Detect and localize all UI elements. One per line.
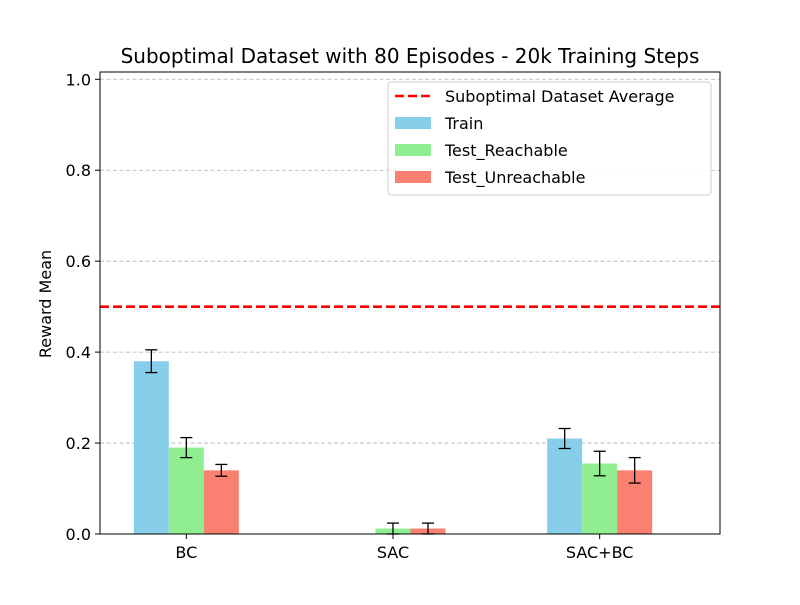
y-tick-label: 1.0 (66, 70, 91, 89)
chart-title: Suboptimal Dataset with 80 Episodes - 20… (121, 44, 700, 68)
x-tick-label: SAC (377, 543, 409, 562)
legend-swatch (395, 117, 431, 129)
legend-label: Suboptimal Dataset Average (445, 87, 674, 106)
bar-train (547, 438, 583, 534)
bar-train (133, 361, 169, 534)
legend-label: Test_Reachable (444, 141, 568, 161)
plot-frame (99, 71, 721, 535)
legend-swatch (395, 144, 431, 156)
legend-box (387, 81, 712, 196)
y-tick-label: 0.4 (66, 343, 91, 362)
y-axis-label: Reward Mean (36, 250, 55, 358)
y-tick-label: 0.6 (66, 252, 91, 271)
legend-label: Train (444, 114, 483, 133)
x-tick-label: BC (175, 543, 197, 562)
bar-test-reachable (168, 447, 204, 534)
bar-test-unreachable (203, 470, 239, 534)
y-tick-label: 0.2 (66, 434, 91, 453)
y-tick-label: 0.8 (66, 161, 91, 180)
y-tick-label: 0.0 (66, 525, 91, 544)
tick-layer: 0.0 0.2 0.4 0.6 0.8 1.0 BC SAC SAC+BC (66, 70, 634, 562)
axes (99, 71, 721, 535)
legend-swatch (395, 171, 431, 183)
legend-label: Test_Unreachable (444, 168, 585, 188)
x-tick-label: SAC+BC (566, 543, 634, 562)
legend: Suboptimal Dataset Average Train Test_Reac… (387, 81, 712, 196)
